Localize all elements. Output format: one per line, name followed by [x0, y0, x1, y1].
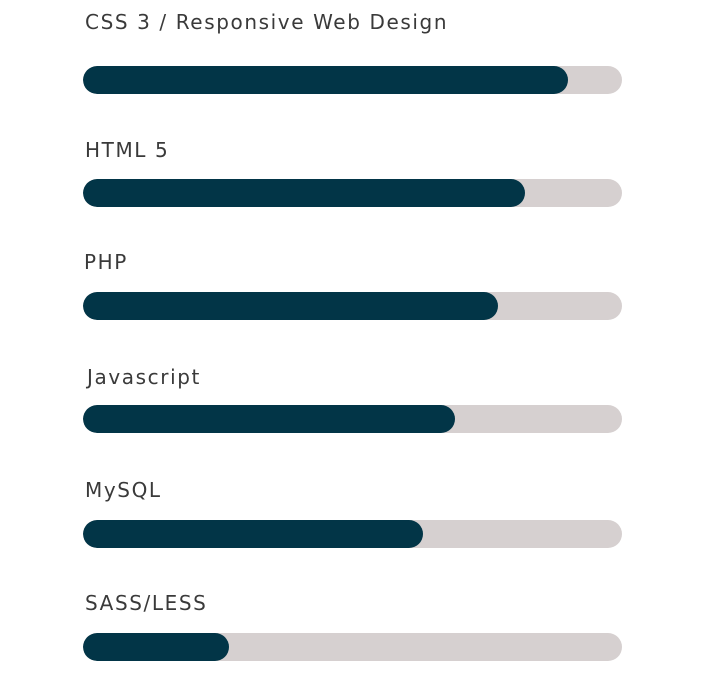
skill-label: HTML 5 [85, 138, 170, 162]
skill-label: PHP [84, 250, 128, 274]
progress-track [83, 520, 622, 548]
progress-track [83, 292, 622, 320]
progress-fill [83, 179, 525, 207]
skill-label: MySQL [85, 478, 162, 502]
progress-fill [83, 66, 569, 94]
progress-track [83, 179, 622, 207]
progress-fill [83, 633, 229, 661]
progress-fill [83, 520, 423, 548]
progress-fill [83, 405, 455, 433]
skill-label: CSS 3 / Responsive Web Design [85, 10, 449, 34]
progress-track [83, 633, 622, 661]
progress-track [83, 405, 622, 433]
skill-label: Javascript [87, 365, 201, 389]
skill-label: SASS/LESS [85, 591, 208, 615]
progress-fill [83, 292, 499, 320]
progress-track [83, 66, 622, 94]
